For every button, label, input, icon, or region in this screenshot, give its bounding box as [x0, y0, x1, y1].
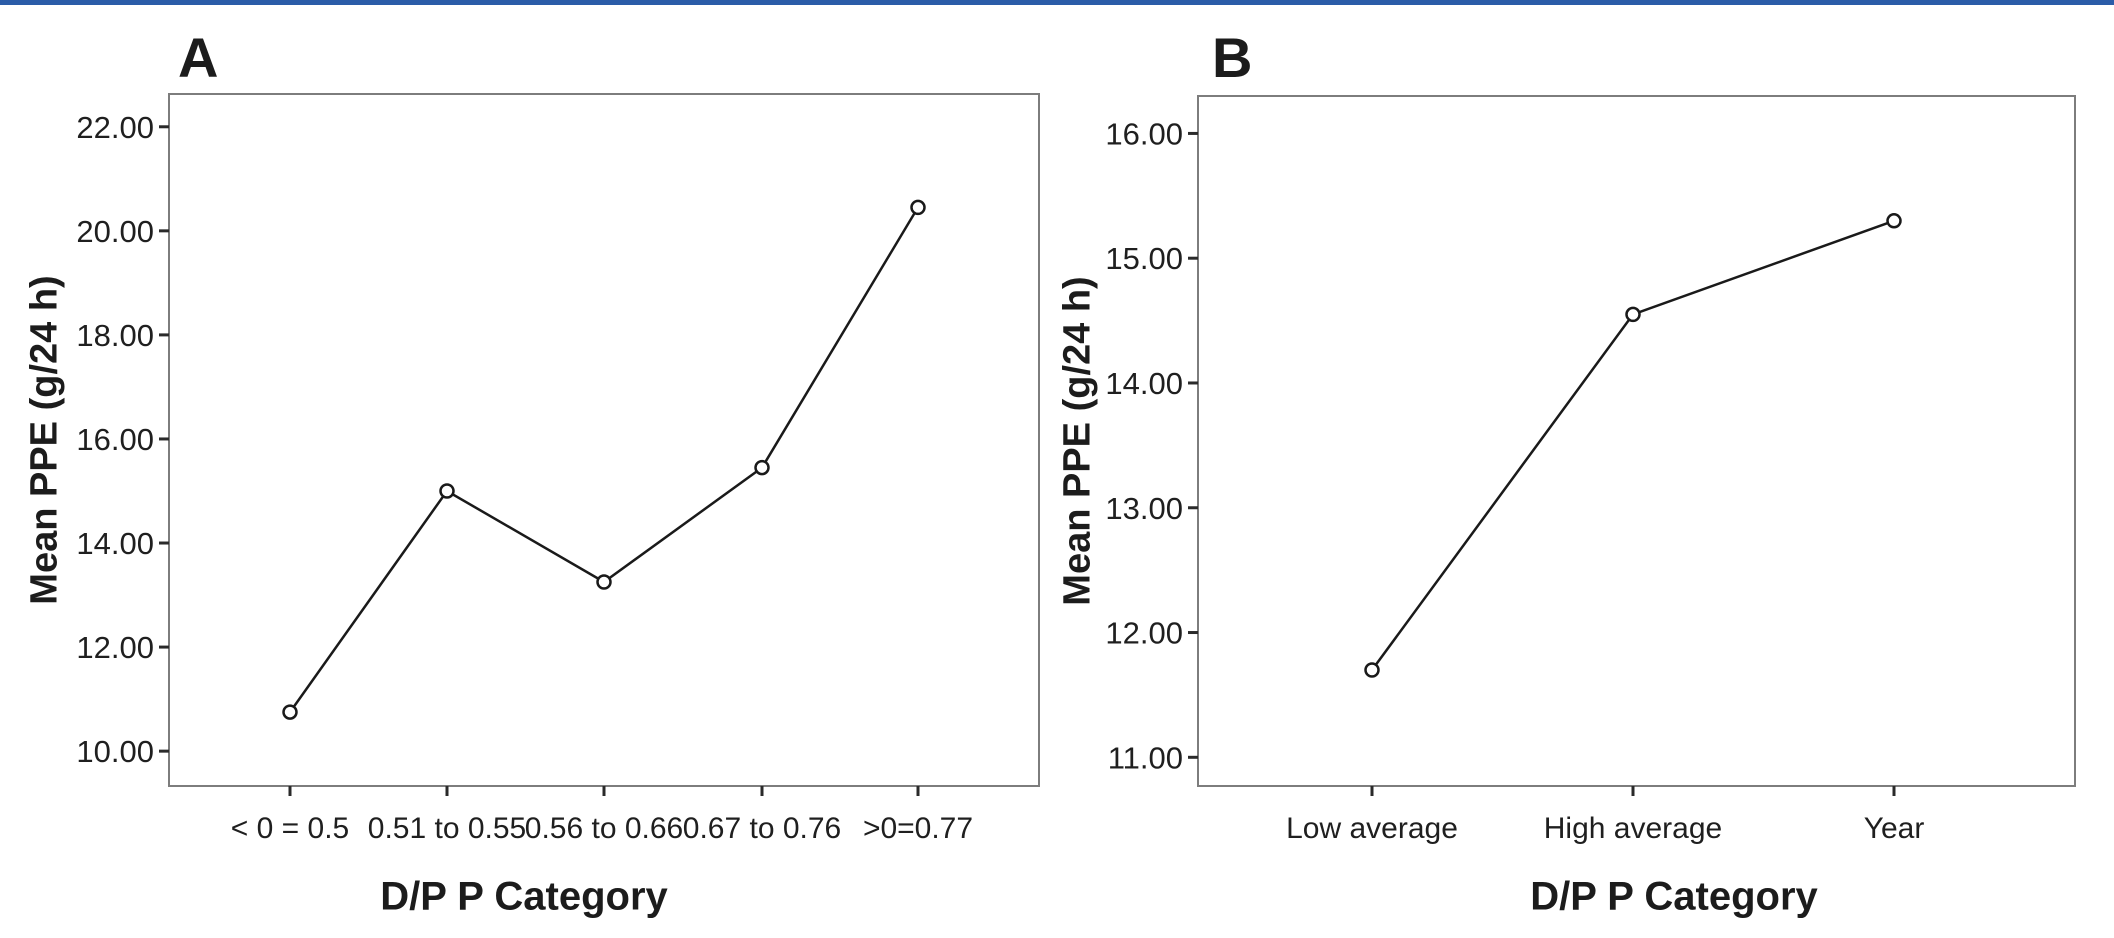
data-point-marker [754, 459, 770, 476]
y-tick-label: 14.00 [1105, 366, 1183, 401]
x-axis-title-b: D/P P Category [1530, 874, 1818, 919]
series-line [1370, 219, 1895, 671]
x-tick-label: Low average [1286, 812, 1458, 845]
y-tick-label: 14.00 [76, 526, 154, 561]
x-tick-label: Year [1864, 812, 1925, 845]
y-tick-label: 15.00 [1105, 241, 1183, 276]
y-tick-label: 16.00 [76, 422, 154, 457]
x-tick-label: 0.56 to 0.66 [525, 812, 683, 845]
panel-label-a: A [178, 26, 219, 89]
data-point-marker [1886, 213, 1902, 229]
data-point-marker [282, 704, 298, 720]
data-point-marker [910, 199, 926, 216]
data-point-marker [596, 574, 612, 590]
x-tick-label: High average [1544, 812, 1722, 845]
y-axis-title-b: Mean PPE (g/24 h) [1056, 276, 1099, 606]
x-axis-title-a: D/P P Category [380, 874, 668, 919]
data-point-marker [439, 483, 455, 499]
plot-frame [1197, 95, 2076, 787]
x-tick-label: 0.67 to 0.76 [683, 812, 841, 845]
y-axis-title-a: Mean PPE (g/24 h) [23, 275, 66, 605]
data-point-marker [1625, 306, 1641, 323]
x-tick-label: >0=0.77 [863, 812, 973, 845]
y-tick-label: 11.00 [1108, 740, 1183, 775]
y-tick-label: 13.00 [1105, 491, 1183, 526]
x-tick-label: 0.51 to 0.55 [368, 812, 526, 845]
data-point-marker [1364, 662, 1380, 678]
plot-frame [168, 93, 1040, 787]
top-accent-bar [0, 0, 2114, 5]
y-tick-label: 12.00 [1105, 616, 1183, 651]
y-tick-label: 12.00 [76, 630, 154, 665]
x-tick-label: < 0 = 0.5 [231, 812, 349, 845]
y-tick-label: 22.00 [76, 110, 154, 145]
y-tick-label: 10.00 [76, 734, 154, 769]
y-tick-label: 20.00 [76, 214, 154, 249]
series-line [288, 206, 920, 713]
y-tick-label: 18.00 [76, 318, 154, 353]
y-tick-label: 16.00 [1105, 116, 1183, 151]
panel-label-b: B [1212, 26, 1253, 89]
